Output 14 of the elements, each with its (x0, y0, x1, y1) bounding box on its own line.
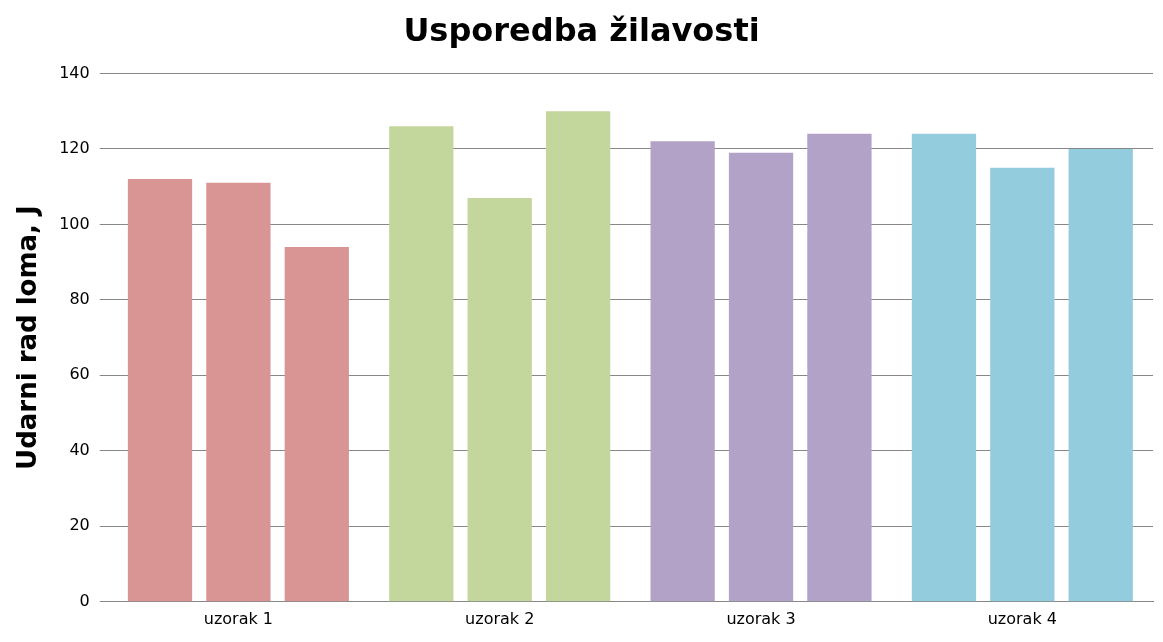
y-tick-label: 0 (79, 590, 90, 610)
x-tick-label: uzorak 1 (203, 608, 274, 628)
y-tick-label: 20 (69, 515, 90, 535)
y-tick-label: 60 (69, 364, 90, 384)
chart-title: Usporedba žilavosti (403, 10, 760, 49)
y-axis-title: Udarni rad loma, J (12, 205, 43, 470)
y-tick-label: 140 (59, 62, 90, 82)
y-tick-label: 100 (59, 213, 90, 233)
y-tick-label: 80 (69, 289, 90, 309)
x-tick-label: uzorak 4 (987, 608, 1057, 628)
y-tick-label: 120 (59, 138, 90, 158)
y-tick-label: 40 (69, 439, 90, 459)
x-tick-label: uzorak 2 (465, 608, 535, 628)
x-tick-label: uzorak 3 (726, 608, 796, 628)
